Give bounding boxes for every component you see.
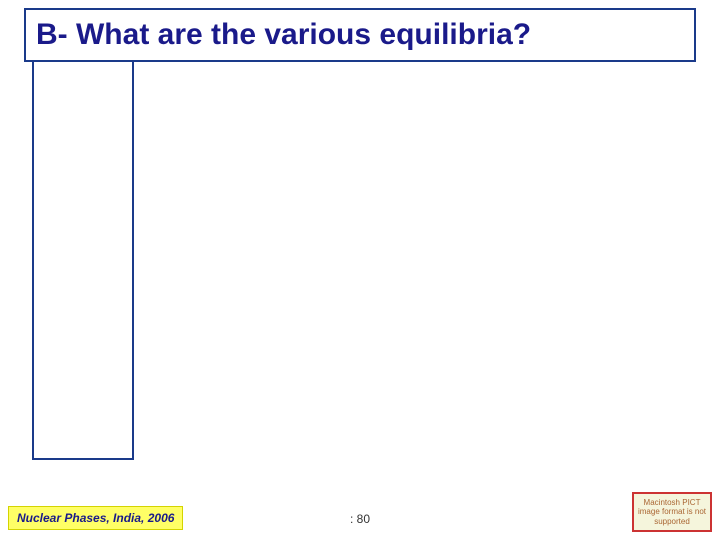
unsupported-image-placeholder: Macintosh PICT image format is not suppo…	[632, 492, 712, 532]
page-number: : 80	[350, 512, 370, 526]
slide-title: B- What are the various equilibria?	[36, 18, 531, 52]
footer-source-label: Nuclear Phases, India, 2006	[8, 506, 183, 530]
content-frame	[32, 62, 134, 460]
title-container: B- What are the various equilibria?	[24, 8, 696, 62]
unsupported-image-text: Macintosh PICT image format is not suppo…	[636, 498, 708, 527]
